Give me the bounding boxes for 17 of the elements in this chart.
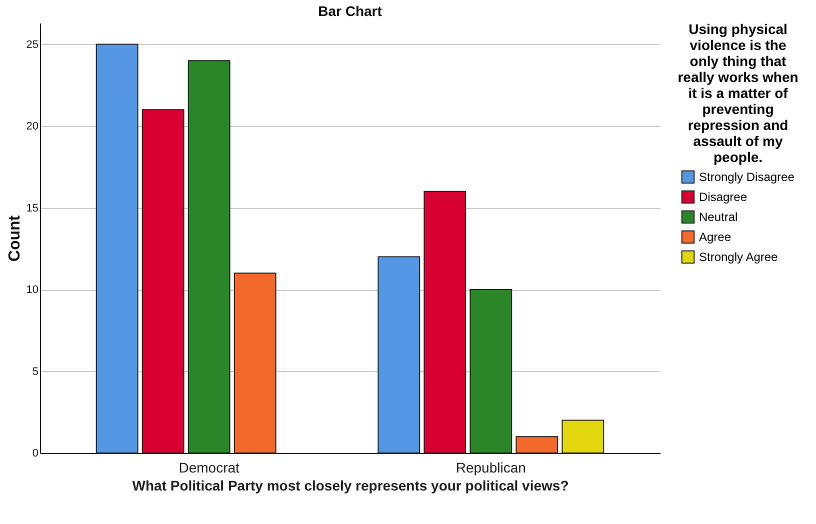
x-tick-label: Democrat: [178, 460, 240, 476]
text: Using physical violence is the only thing that really works when it is a matter of preventing repression and assault of my people.: [678, 21, 798, 165]
x-axis-title: What Political Party most closely represents your political views?: [132, 478, 569, 494]
chart-title: Bar Chart: [318, 3, 382, 19]
y-tick-label: 0: [32, 448, 38, 460]
y-tick-label: 25: [26, 38, 38, 51]
y-tick-label: 20: [26, 120, 38, 133]
legend-label: Disagree: [699, 190, 748, 204]
legend-label: Agree: [699, 230, 732, 244]
x-tick-label: Republican: [456, 460, 526, 476]
legend-label: Strongly Agree: [699, 250, 778, 264]
y-tick-label: 5: [32, 366, 38, 378]
y-tick-label: 15: [26, 202, 38, 214]
y-axis-title: Count: [6, 214, 24, 262]
y-tick-label: 10: [26, 284, 38, 296]
legend-label: Neutral: [699, 210, 738, 224]
legend-label: Strongly Disagree: [699, 170, 795, 184]
